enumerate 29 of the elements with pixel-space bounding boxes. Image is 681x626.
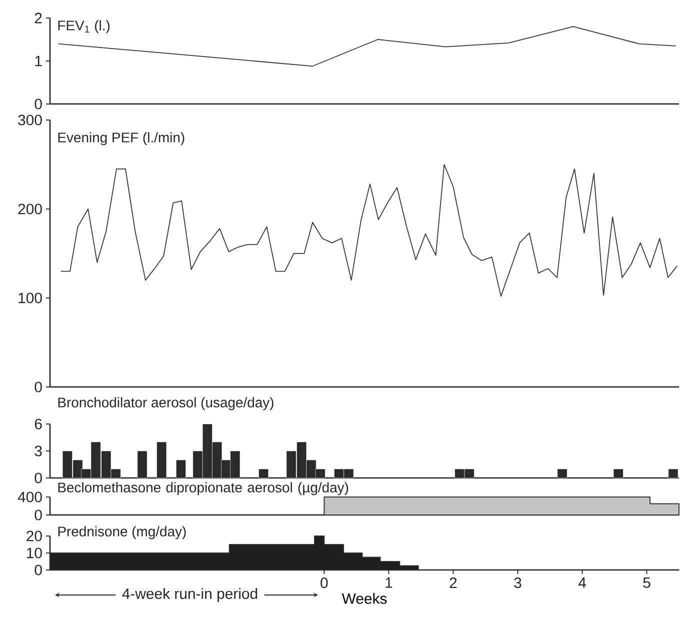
y-tick-label: 300 <box>18 114 42 126</box>
y-tick-label: 0 <box>34 382 42 392</box>
y-tick-label: 1 <box>35 56 42 66</box>
x-tick-label: 3 <box>514 578 522 588</box>
chart-title: Beclomethasone dipropionate aerosol (µg/day) <box>58 482 348 496</box>
x-axis-title: Weeks <box>342 592 387 604</box>
y-tick-label: 0 <box>34 98 42 110</box>
y-tick-label: 200 <box>18 204 42 214</box>
x-tick-label: 0 <box>320 578 328 588</box>
y-tick-label: 3 <box>34 446 42 456</box>
chart-title: FEV$_{1}$ (l.) <box>58 20 110 34</box>
line-series <box>60 164 678 297</box>
y-tick-label: 0 <box>34 472 42 484</box>
y-tick-label: 20 <box>26 530 42 542</box>
text: 4-week run-in period <box>122 588 258 602</box>
y-tick-label: 400 <box>18 492 42 502</box>
y-tick-label: 100 <box>18 292 42 304</box>
chart-title: Prednisone (mg/day) <box>58 526 186 540</box>
text: Evening PEF (l./min) <box>58 132 184 146</box>
y-tick-label: 10 <box>27 548 42 558</box>
x-tick-label: 2 <box>450 578 457 588</box>
y-tick-label: 0 <box>34 510 42 520</box>
chart-title: Bronchodilator aerosol (usage/day) <box>58 397 274 410</box>
y-tick-label: 2 <box>34 12 42 24</box>
x-tick-label: 1 <box>386 578 392 588</box>
y-tick-label: 6 <box>34 418 42 430</box>
y-tick-label: 0 <box>34 564 42 576</box>
x-tick-label: 5 <box>643 578 650 588</box>
x-tick-label: 4 <box>578 578 586 588</box>
